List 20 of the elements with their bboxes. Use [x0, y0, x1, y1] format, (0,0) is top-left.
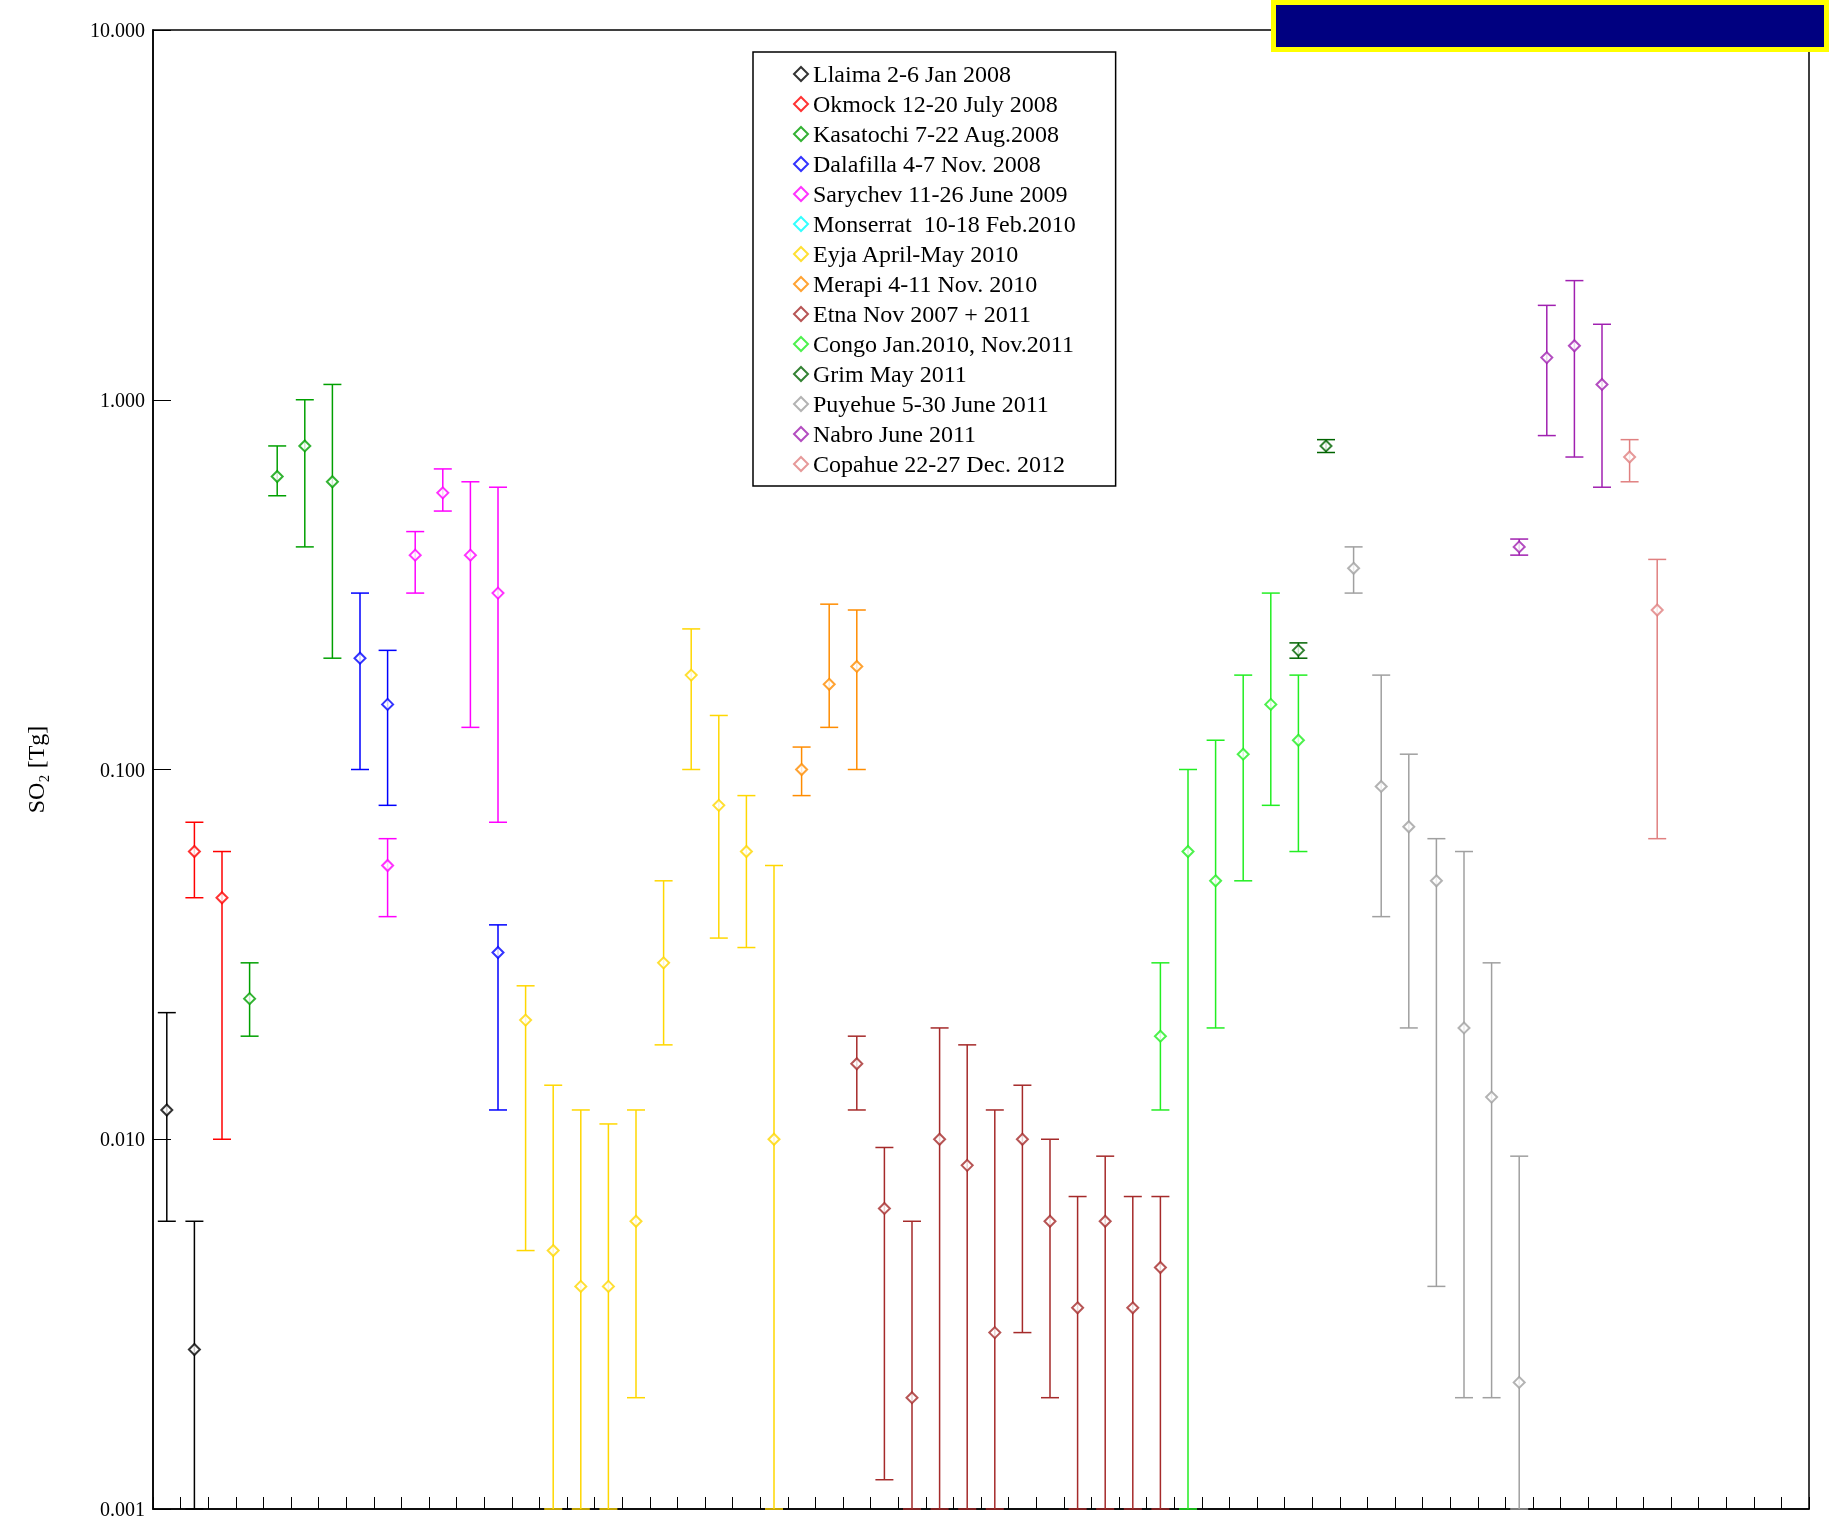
y-tick-label: 0.100 — [100, 758, 145, 781]
legend-label: Monserrat 10-18 Feb.2010 — [813, 211, 1076, 237]
y-axis-title: SO₂ [Tg] — [23, 725, 49, 814]
legend-label: Sarychev 11-26 June 2009 — [813, 181, 1068, 207]
legend-label: Congo Jan.2010, Nov.2011 — [813, 331, 1074, 357]
legend-label: Copahue 22-27 Dec. 2012 — [813, 451, 1065, 477]
legend-label: Merapi 4-11 Nov. 2010 — [813, 271, 1038, 297]
legend-label: Nabro June 2011 — [813, 421, 977, 447]
legend-label: Etna Nov 2007 + 2011 — [813, 301, 1031, 327]
y-tick-label: 0.001 — [100, 1498, 145, 1520]
legend-label: Okmock 12-20 July 2008 — [813, 91, 1058, 117]
legend-label: Grim May 2011 — [813, 361, 967, 387]
y-tick-label: 0.010 — [100, 1128, 145, 1151]
y-tick-label: 10.000 — [90, 19, 145, 41]
y-tick-label: 1.000 — [100, 388, 145, 411]
legend-label: Kasatochi 7-22 Aug.2008 — [813, 121, 1059, 147]
legend-label: Llaima 2-6 Jan 2008 — [813, 61, 1011, 87]
legend-label: Dalafilla 4-7 Nov. 2008 — [813, 151, 1041, 177]
legend-label: Puyehue 5-30 June 2011 — [813, 391, 1049, 417]
legend-label: Eyja April-May 2010 — [813, 241, 1019, 267]
